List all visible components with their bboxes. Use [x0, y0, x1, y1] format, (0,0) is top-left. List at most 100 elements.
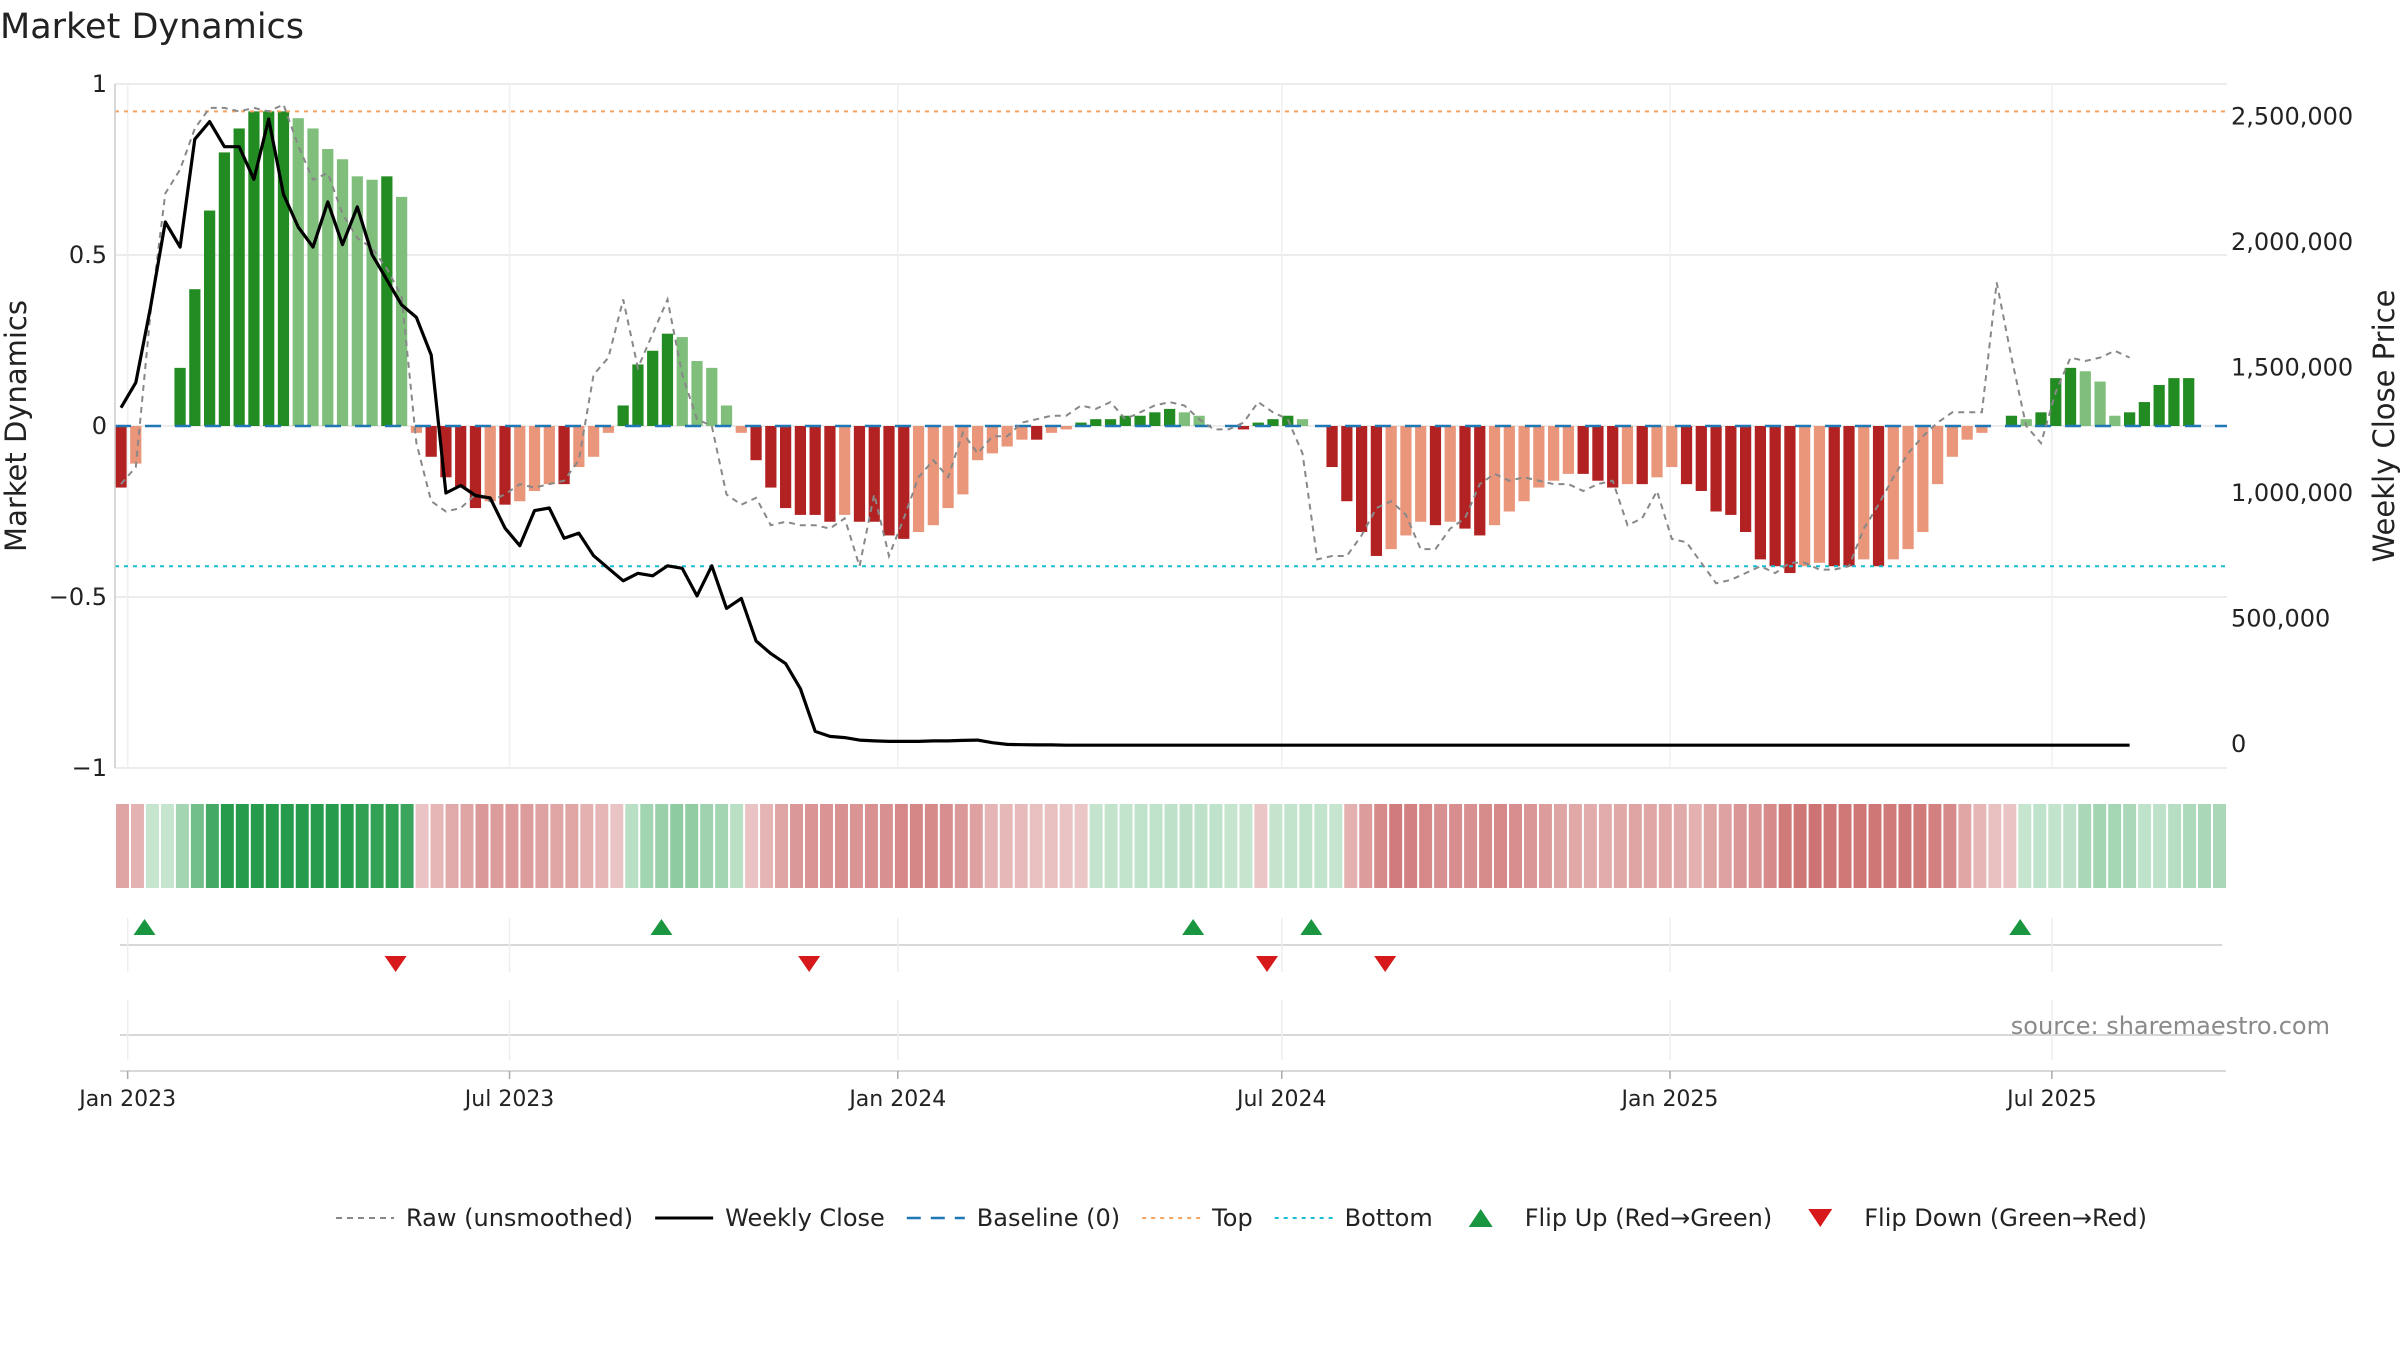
bar	[1193, 415, 1205, 426]
bar	[2153, 384, 2165, 426]
bar	[1237, 426, 1250, 430]
regime-cell	[1673, 804, 1687, 888]
bar	[1341, 426, 1353, 502]
regime-cell	[1973, 804, 1987, 888]
bar	[1045, 426, 1058, 433]
regime-cell	[640, 804, 654, 888]
bar	[1370, 426, 1383, 556]
bar	[1843, 426, 1855, 567]
regime-cell	[954, 804, 968, 888]
bar	[2183, 378, 2195, 426]
bar	[2035, 412, 2047, 426]
regime-cell	[1883, 804, 1897, 888]
x-tick-label: Jan 2025	[1620, 1087, 1719, 1112]
regime-cell	[820, 804, 833, 888]
bar	[868, 426, 880, 522]
flip-up-marker	[2009, 919, 2032, 935]
bar	[853, 426, 866, 522]
bar	[839, 426, 851, 515]
bar	[395, 196, 408, 426]
regime-cell	[250, 804, 264, 888]
regime-cell	[2183, 804, 2197, 888]
bar	[1636, 426, 1648, 485]
regime-cell	[1464, 804, 1478, 888]
bar	[322, 148, 334, 427]
flip-down-marker	[1374, 956, 1397, 972]
regime-cell	[1688, 804, 1702, 888]
regime-cell	[1059, 804, 1073, 888]
legend-label: Flip Up (Red→Green)	[1525, 1204, 1773, 1232]
bar	[336, 159, 349, 427]
regime-cell	[1044, 804, 1058, 888]
bar	[2094, 381, 2106, 426]
regime-cell	[520, 804, 534, 888]
bar	[1739, 426, 1752, 533]
regime-cell	[445, 804, 459, 888]
regime-cell	[2063, 804, 2077, 888]
regime-cell	[1509, 804, 1522, 888]
bar	[1488, 426, 1501, 526]
bars-layer	[115, 111, 2195, 574]
regime-cell	[280, 804, 294, 888]
bar	[469, 426, 482, 509]
bar	[1459, 426, 1471, 529]
bar	[912, 426, 925, 533]
regime-cell	[2033, 804, 2047, 888]
bar	[1355, 426, 1368, 533]
y2-tick-label: 500,000	[2231, 604, 2330, 632]
bar	[499, 426, 511, 505]
regime-cell	[1449, 804, 1463, 888]
regime-cell	[1793, 804, 1807, 888]
y2-tick-label: 2,000,000	[2231, 228, 2353, 256]
source-label: source: sharemaestro.com	[2011, 1012, 2330, 1040]
regime-cell	[610, 804, 624, 888]
regime-cell	[1329, 804, 1343, 888]
regime-cell	[1224, 804, 1238, 888]
regime-cell	[2168, 804, 2182, 888]
regime-cell	[460, 804, 474, 888]
bar	[307, 128, 319, 426]
y2-tick-label: 1,500,000	[2231, 354, 2353, 382]
flip-down-icon	[1808, 1209, 1833, 1227]
y2-tick-label: 2,500,000	[2231, 103, 2353, 131]
regime-cell	[130, 804, 144, 888]
regime-cell	[2078, 804, 2092, 888]
regime-cell	[1239, 804, 1253, 888]
regime-cell	[1284, 804, 1298, 888]
regime-cell	[1164, 804, 1178, 888]
regime-cell	[2048, 804, 2062, 888]
bar	[587, 426, 600, 457]
regime-cell	[999, 804, 1013, 888]
bar	[2138, 402, 2151, 426]
x-tick-label: Jan 2024	[847, 1087, 946, 1112]
bar	[1680, 426, 1693, 485]
regime-cell	[1823, 804, 1837, 888]
regime-cell	[834, 804, 848, 888]
bar	[455, 426, 467, 488]
regime-cell	[565, 804, 579, 888]
regime-cell	[775, 804, 789, 888]
regime-cell	[1344, 804, 1358, 888]
bar	[1902, 426, 1914, 550]
bar	[189, 289, 201, 426]
regime-cell	[760, 804, 774, 888]
bar	[1104, 419, 1117, 426]
regime-cell	[2138, 804, 2152, 888]
y-tick-label: −1	[72, 754, 107, 782]
bar	[1621, 426, 1634, 485]
legend-label: Flip Down (Green→Red)	[1864, 1204, 2147, 1232]
regime-cell	[355, 804, 369, 888]
bar	[1769, 426, 1781, 567]
regime-cell	[325, 804, 339, 888]
regime-cell	[1179, 804, 1193, 888]
bar	[1976, 426, 1988, 433]
bar	[1858, 426, 1870, 560]
bar	[617, 405, 629, 426]
regime-cell	[1014, 804, 1028, 888]
regime-cell	[1434, 804, 1448, 888]
bar	[573, 426, 585, 468]
regime-cell	[2153, 804, 2167, 888]
regime-cell	[175, 804, 189, 888]
regime-cell	[310, 804, 324, 888]
bar	[1119, 415, 1131, 426]
